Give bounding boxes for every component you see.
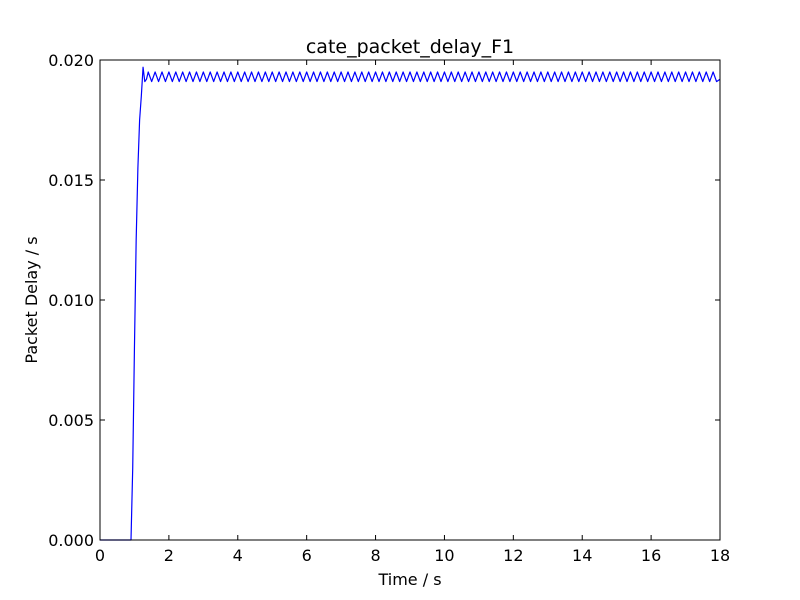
x-tick-label: 10 [434,546,454,565]
y-axis-label: Packet Delay / s [22,236,41,363]
series-line [100,66,721,541]
chart-title: cate_packet_delay_F1 [306,36,514,58]
x-ticks: 0 2 4 6 8 10 12 14 16 18 [95,60,730,565]
x-tick-label: 2 [164,546,174,565]
y-tick-label: 0.005 [48,411,94,430]
x-axis-label: Time / s [377,570,441,589]
x-tick-label: 4 [233,546,243,565]
series-layer [100,66,721,541]
x-tick-label: 14 [572,546,592,565]
x-tick-label: 8 [370,546,380,565]
y-tick-label: 0.015 [48,171,94,190]
y-ticks: 0.000 0.005 0.010 0.015 0.020 [48,51,720,550]
axes-frame [99,59,721,541]
y-tick-label: 0.000 [48,531,94,550]
x-tick-label: 6 [302,546,312,565]
y-tick-label: 0.020 [48,51,94,70]
x-tick-label: 16 [641,546,661,565]
x-tick-label: 0 [95,546,105,565]
x-tick-label: 18 [710,546,730,565]
y-tick-label: 0.010 [48,291,94,310]
x-tick-label: 12 [503,546,523,565]
plot-area: 0 2 4 6 8 10 12 14 16 18 0.000 0.005 0.010 0.015 0.02… [48,51,730,565]
